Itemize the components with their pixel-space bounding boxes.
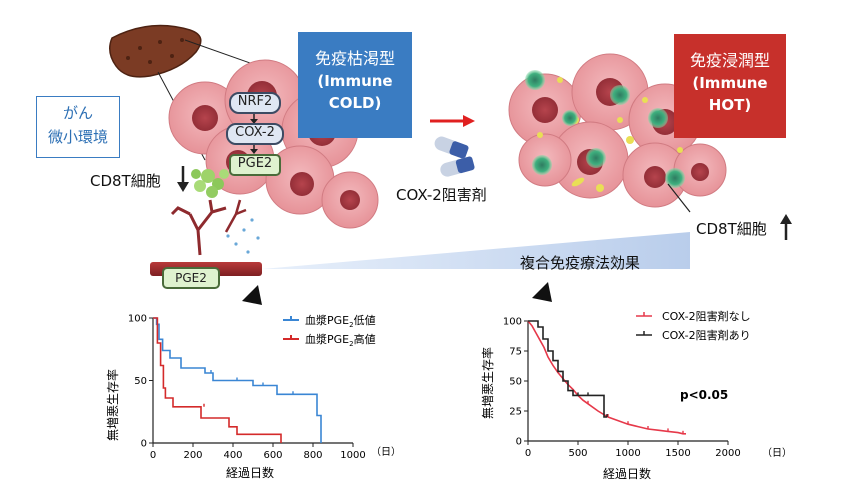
chart2-legend: COX-2阻害剤なし COX-2阻害剤あり bbox=[636, 309, 751, 342]
pathway-pge2: PGE2 bbox=[229, 154, 281, 176]
immune-cold-box: 免疫枯渇型 (Immune COLD) bbox=[298, 32, 412, 138]
chart2-series-1-line bbox=[528, 320, 607, 418]
chart2-y-tick-label: 100 bbox=[503, 317, 522, 328]
tme-label-box bbox=[36, 96, 120, 158]
chart1-xunit: （日） bbox=[371, 446, 401, 458]
cold-title: 免疫枯渇型 bbox=[314, 49, 395, 68]
blood-vessel-icon bbox=[150, 199, 262, 276]
chart1-legend-high: 血漿PGE2高値 bbox=[305, 332, 376, 348]
chart2-xunit: （日） bbox=[762, 447, 792, 459]
vessel-pge2-label: PGE2 bbox=[162, 267, 220, 289]
chart1-y-tick-label: 50 bbox=[134, 376, 147, 387]
chart2-x-tick-label: 1500 bbox=[665, 448, 690, 459]
chart2-y-tick-label: 75 bbox=[509, 347, 522, 358]
chart1-x-tick-label: 400 bbox=[223, 450, 242, 461]
cd8-tcell-cluster-icon bbox=[191, 169, 229, 198]
pill-icon bbox=[434, 136, 475, 177]
up-arrow-icon bbox=[780, 214, 792, 240]
chart1-x-tick-label: 600 bbox=[263, 450, 282, 461]
chart2-x-tick-label: 0 bbox=[525, 448, 531, 459]
chart1-legend: 血漿PGE2低値 血漿PGE2高値 bbox=[283, 313, 376, 348]
cd8-tcell-infiltrate-icon bbox=[525, 70, 685, 188]
liver-icon bbox=[109, 24, 202, 78]
chart2-x-tick-label: 2000 bbox=[715, 448, 740, 459]
chart2-series-0-line bbox=[527, 320, 686, 435]
pfs-chart-cox2: 0 500 1000 1500 2000 0 25 50 75 100 無増悪生存率 経過日数 （… bbox=[480, 309, 792, 481]
chart-pointer-arrow-left-icon bbox=[224, 277, 262, 305]
chart2-x-tick-label: 1000 bbox=[615, 448, 640, 459]
chart2-legend-without: COX-2阻害剤なし bbox=[662, 309, 751, 323]
cd8-left-label: CD8T細胞 bbox=[90, 172, 161, 190]
chart2-x-tick-label: 500 bbox=[568, 448, 587, 459]
chart2-xlabel: 経過日数 bbox=[603, 466, 651, 481]
combo-effect-label: 複合免疫療法効果 bbox=[520, 254, 641, 272]
chart2-y-tick-label: 0 bbox=[516, 437, 522, 448]
drug-label: COX-2阻害剤 bbox=[396, 186, 487, 204]
tme-label-line1: がん bbox=[62, 104, 93, 122]
chart1-y-tick-label: 100 bbox=[128, 314, 147, 325]
cd8-right-label: CD8T細胞 bbox=[696, 220, 767, 238]
tme-label-line2: 微小環境 bbox=[47, 128, 108, 146]
chart1-xlabel: 経過日数 bbox=[226, 465, 274, 480]
immune-hot-box: 免疫浸潤型 (Immune HOT) bbox=[674, 34, 786, 138]
chart1-x-tick-label: 0 bbox=[150, 450, 156, 461]
chart2-ylabel: 無増悪生存率 bbox=[480, 347, 495, 419]
cold-line3: COLD) bbox=[328, 94, 382, 112]
cold-line2: (Immune bbox=[317, 72, 393, 90]
chart2-annotation: p<0.05 bbox=[680, 388, 728, 402]
chart2-y-tick-label: 50 bbox=[509, 377, 522, 388]
chart1-x-tick-label: 1000 bbox=[340, 450, 365, 461]
chart1-x-tick-label: 200 bbox=[183, 450, 202, 461]
chart2-y-tick-label: 25 bbox=[509, 407, 522, 418]
chart1-x-tick-label: 800 bbox=[303, 450, 322, 461]
combo-effect-wedge bbox=[262, 232, 690, 269]
chart1-ylabel: 無増悪生存率 bbox=[105, 369, 120, 441]
down-arrow-icon bbox=[177, 166, 189, 192]
chart-pointer-arrow-right-icon bbox=[514, 274, 552, 302]
hot-title: 免疫浸潤型 bbox=[689, 51, 770, 70]
chart1-series-1-line bbox=[153, 317, 282, 443]
transition-arrow-icon bbox=[430, 115, 475, 127]
chart1-legend-low: 血漿PGE2低値 bbox=[305, 313, 376, 329]
hot-line3: HOT) bbox=[708, 96, 752, 114]
chart1-y-tick-label: 0 bbox=[141, 439, 147, 450]
pathway-nrf2: NRF2 bbox=[229, 92, 281, 114]
pathway-cox2: COX-2 bbox=[226, 123, 284, 145]
chart2-legend-with: COX-2阻害剤あり bbox=[662, 328, 751, 342]
chart1-series-0-line bbox=[153, 317, 322, 443]
hot-line2: (Immune bbox=[692, 74, 768, 92]
